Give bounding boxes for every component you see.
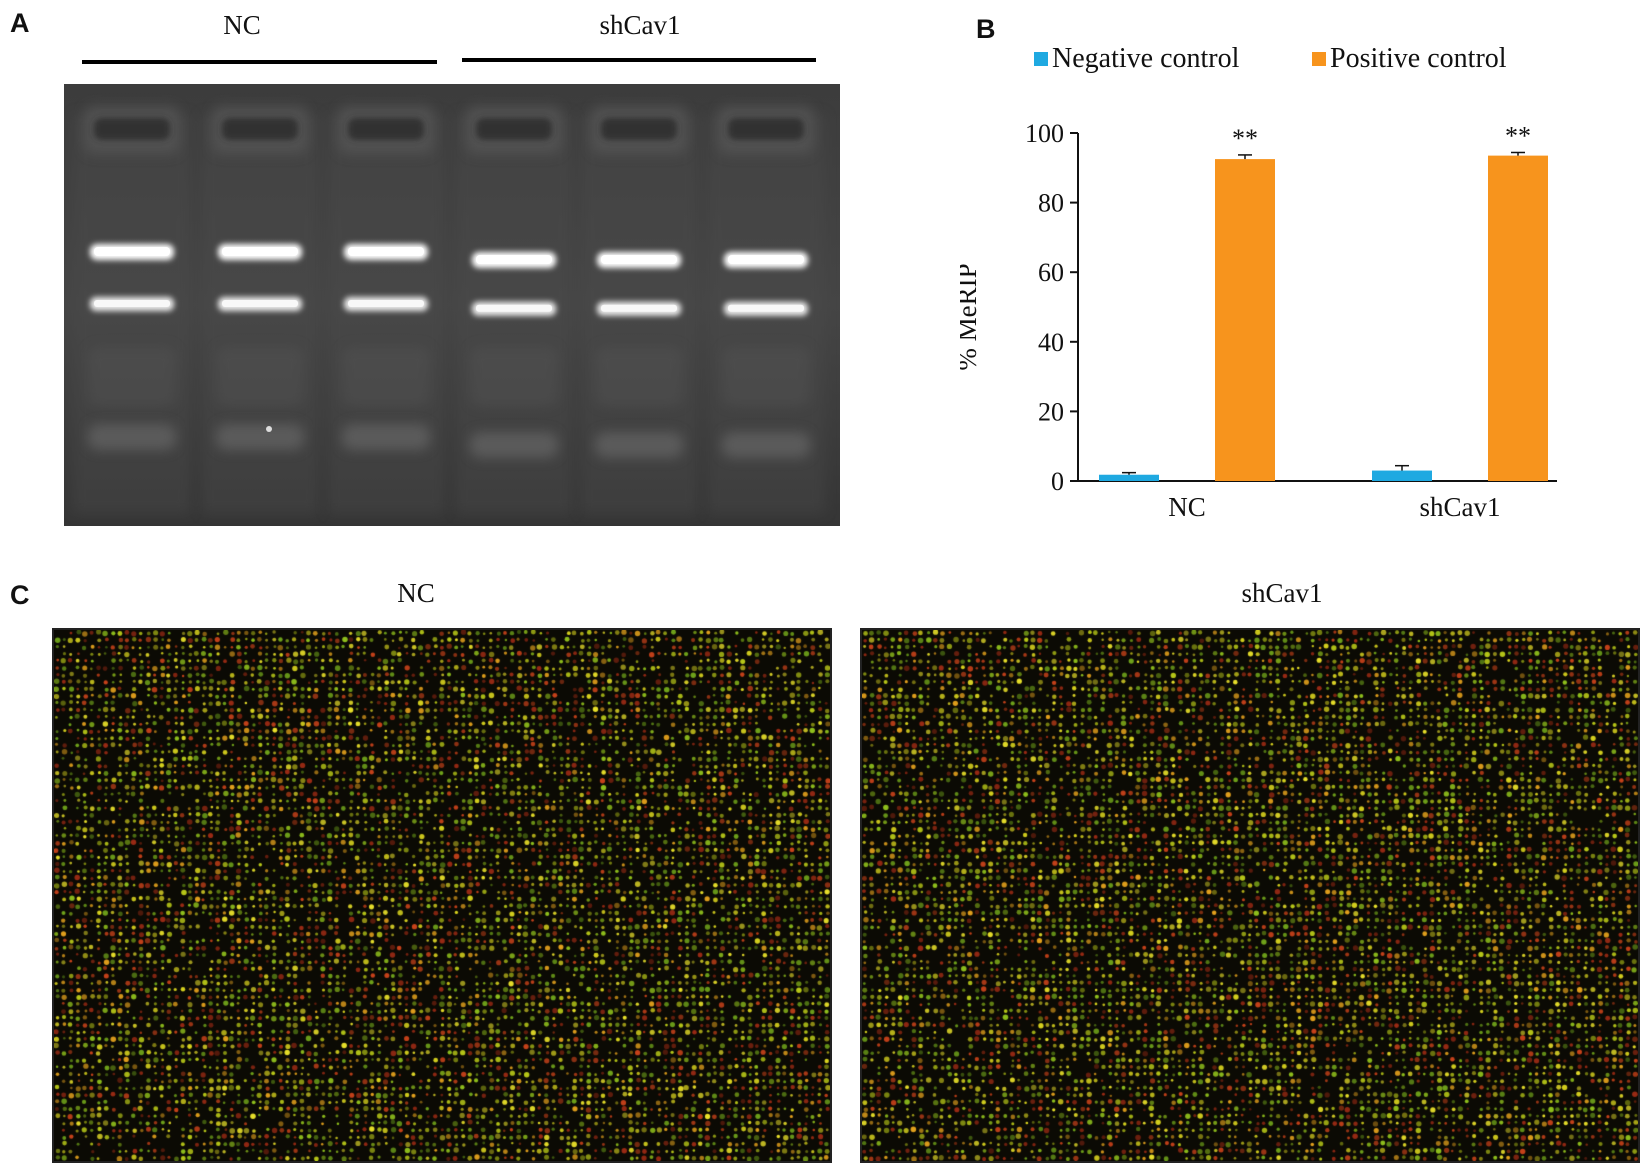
bar [1215, 159, 1275, 481]
legend-label: Positive control [1330, 43, 1507, 74]
panel-a-group-line-shcav1 [462, 58, 816, 62]
panel-a-group-nc: NC [223, 10, 261, 40]
y-axis-label: % MeRIP [960, 263, 982, 370]
gel-lane [455, 106, 573, 514]
y-tick-label: 20 [1038, 397, 1064, 426]
legend-swatch [1034, 52, 1048, 66]
gel-lane [201, 106, 319, 514]
chart-legend: Negative control Positive control [1034, 43, 1507, 74]
legend-swatch [1312, 52, 1326, 66]
x-tick-label: NC [1168, 492, 1206, 522]
gel-lane [580, 106, 698, 514]
gel-lane [327, 106, 445, 514]
panel-a-group-line-nc [82, 60, 437, 64]
significance-annotation: ** [1232, 124, 1258, 153]
legend-label: Negative control [1052, 43, 1240, 74]
y-tick-label: 100 [1025, 119, 1064, 148]
microarray-image-shcav1 [860, 628, 1640, 1163]
microarray-image-nc [52, 628, 832, 1163]
x-tick-label: shCav1 [1420, 492, 1501, 522]
panel-b-letter: B [976, 14, 996, 44]
gel-lane [707, 106, 825, 514]
panel-c-letter: C [10, 580, 30, 610]
bar [1372, 470, 1432, 481]
y-tick-label: 0 [1051, 467, 1064, 496]
significance-annotation: ** [1505, 121, 1531, 150]
panel-c-group-shcav1: shCav1 [1241, 578, 1323, 608]
y-tick-label: 40 [1038, 328, 1064, 357]
panel-c-group-nc: NC [397, 578, 435, 608]
gel-electrophoresis-image [64, 84, 840, 526]
y-tick-label: 60 [1038, 258, 1064, 287]
bar [1099, 474, 1159, 481]
merip-bar-chart: Negative control Positive control 0 20 40 60… [960, 43, 1557, 522]
panel-a-letter: A [10, 8, 30, 38]
y-tick-label: 80 [1038, 189, 1064, 218]
gel-lane [73, 106, 191, 514]
bar [1488, 155, 1548, 481]
panel-a-group-shcav1: shCav1 [599, 10, 681, 40]
